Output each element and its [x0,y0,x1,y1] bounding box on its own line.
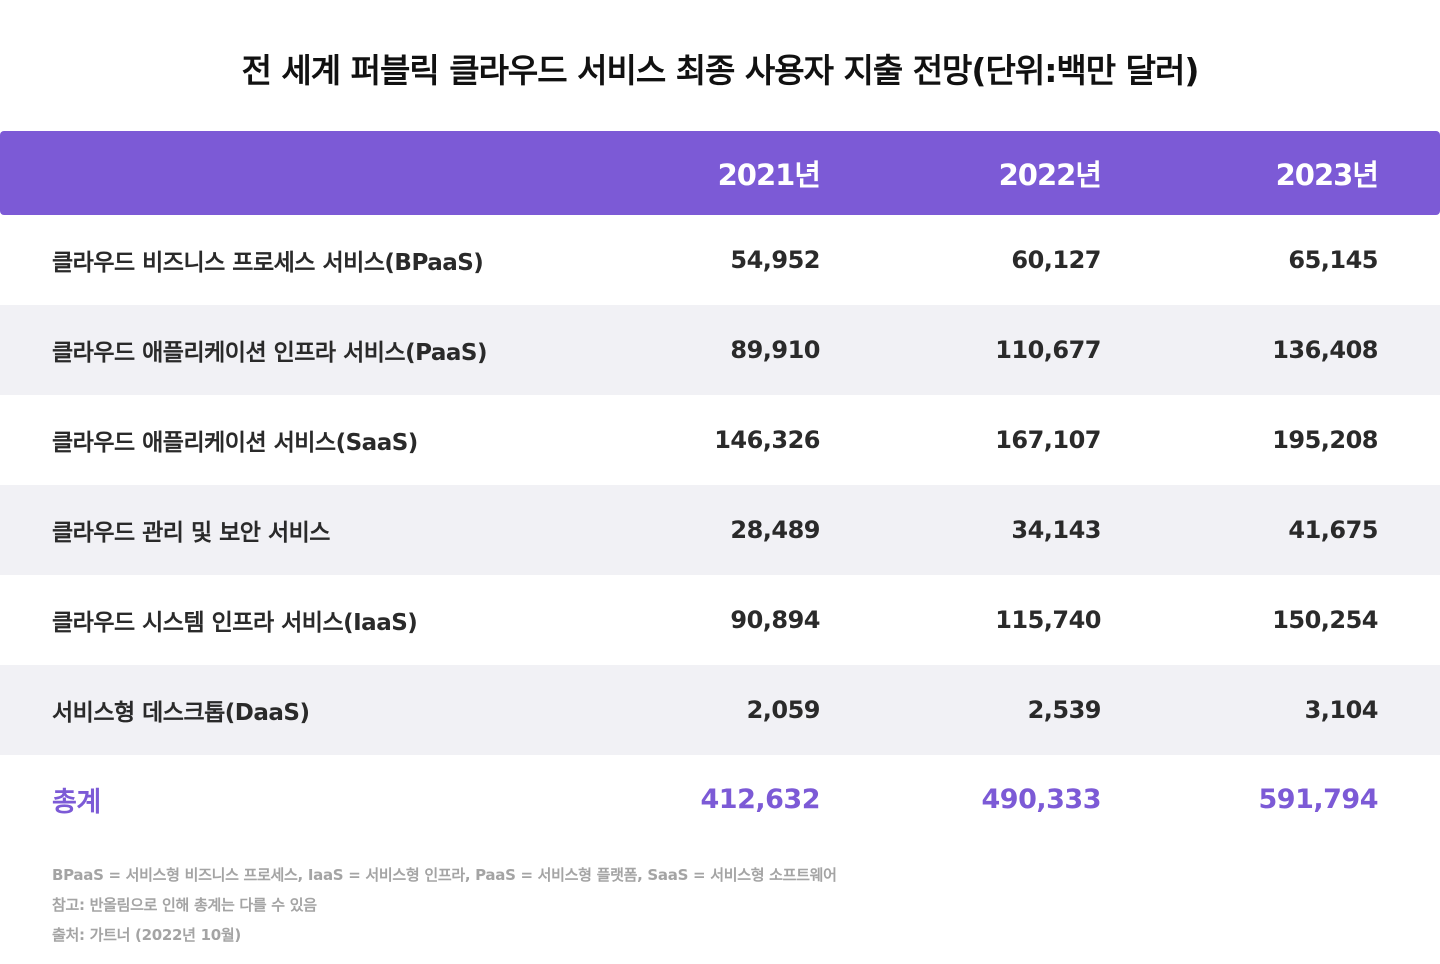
table-row: 클라우드 애플리케이션 서비스(SaaS) 146,326 167,107 19… [0,395,1440,485]
footnote-rounding: 참고: 반올림으로 인해 총계는 다를 수 있음 [52,896,317,914]
value-2023: 150,254 [1272,606,1378,634]
header-2021: 2021년 [717,158,821,192]
value-2022: 167,107 [995,426,1101,454]
value-2022: 110,677 [995,336,1101,364]
total-2022: 490,333 [981,783,1102,815]
row-label: 클라우드 애플리케이션 인프라 서비스(PaaS) [52,340,487,366]
value-2022: 2,539 [1027,696,1102,724]
row-label: 클라우드 관리 및 보안 서비스 [52,520,330,546]
header-2022: 2022년 [998,158,1102,192]
value-2023: 195,208 [1272,426,1378,454]
row-label: 클라우드 시스템 인프라 서비스(IaaS) [52,610,418,636]
table-row: 클라우드 애플리케이션 인프라 서비스(PaaS) 89,910 110,677… [0,305,1440,395]
value-2023: 136,408 [1272,336,1378,364]
value-2023: 65,145 [1288,246,1378,274]
spending-table: 2021년 2022년 2023년 클라우드 비즈니스 프로세스 서비스(BPa… [0,131,1440,843]
value-2021: 28,489 [730,516,820,544]
page-title: 전 세계 퍼블릭 클라우드 서비스 최종 사용자 지출 전망(단위:백만 달러) [241,51,1200,90]
total-row: 총계 412,632 490,333 591,794 [0,755,1440,843]
row-label: 서비스형 데스크톱(DaaS) [52,700,310,726]
footnotes: BPaaS = 서비스형 비즈니스 프로세스, IaaS = 서비스형 인프라,… [52,860,837,950]
row-label: 클라우드 비즈니스 프로세스 서비스(BPaaS) [52,250,484,276]
value-2022: 60,127 [1011,246,1101,274]
value-2021: 2,059 [746,696,821,724]
value-2023: 3,104 [1304,696,1379,724]
value-2021: 54,952 [730,246,820,274]
table-row: 서비스형 데스크톱(DaaS) 2,059 2,539 3,104 [0,665,1440,755]
table-row: 클라우드 시스템 인프라 서비스(IaaS) 90,894 115,740 15… [0,575,1440,665]
total-2023: 591,794 [1258,783,1379,815]
total-2021: 412,632 [700,783,821,815]
value-2021: 90,894 [730,606,820,634]
value-2021: 146,326 [714,426,820,454]
value-2022: 34,143 [1011,516,1101,544]
table-row: 클라우드 관리 및 보안 서비스 28,489 34,143 41,675 [0,485,1440,575]
value-2021: 89,910 [730,336,820,364]
row-label: 클라우드 애플리케이션 서비스(SaaS) [52,430,418,456]
table-row: 클라우드 비즈니스 프로세스 서비스(BPaaS) 54,952 60,127 … [0,215,1440,305]
table-header: 2021년 2022년 2023년 [0,131,1440,215]
footnote-abbreviations: BPaaS = 서비스형 비즈니스 프로세스, IaaS = 서비스형 인프라,… [52,866,837,884]
footnote-source: 출처: 가트너 (2022년 10월) [52,926,241,944]
value-2023: 41,675 [1288,516,1378,544]
header-2023: 2023년 [1275,158,1379,192]
total-label: 총계 [52,786,101,818]
value-2022: 115,740 [995,606,1101,634]
